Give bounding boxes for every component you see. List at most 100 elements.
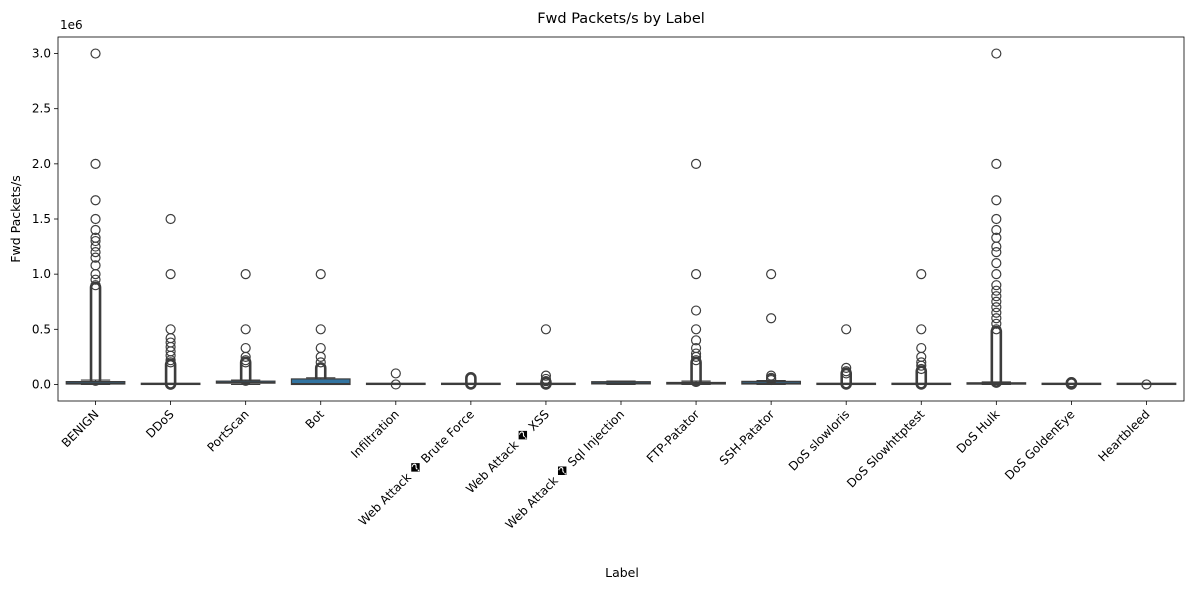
y-tick-label: 3.0 xyxy=(32,47,51,61)
y-tick-label: 2.5 xyxy=(32,102,51,116)
outlier-point xyxy=(991,246,1002,258)
box-series xyxy=(65,48,1177,390)
outlier-point xyxy=(165,350,176,361)
box-group xyxy=(591,380,651,386)
outlier-point xyxy=(991,224,1002,236)
outlier-point xyxy=(540,376,552,387)
outlier-point xyxy=(90,158,101,169)
outlier-point xyxy=(1141,379,1152,390)
y-tick-label: 1.5 xyxy=(32,212,51,226)
outlier-point xyxy=(90,241,101,252)
outlier-point xyxy=(90,235,101,247)
outlier-point xyxy=(1066,378,1077,389)
outlier-point xyxy=(240,357,251,368)
outlier-point xyxy=(690,269,702,280)
outlier-point xyxy=(991,307,1002,318)
outlier-point xyxy=(90,252,101,263)
outlier-point xyxy=(916,324,927,335)
outlier-point xyxy=(315,324,326,335)
outlier-point xyxy=(90,213,101,225)
x-axis-label: Label xyxy=(605,565,639,580)
outlier-point xyxy=(991,195,1002,206)
outlier-point xyxy=(991,158,1002,169)
outlier-point xyxy=(991,302,1002,313)
outlier-point xyxy=(841,368,852,379)
plot-frame xyxy=(57,36,1185,402)
outlier-point xyxy=(240,269,251,280)
outlier-point xyxy=(90,280,101,291)
outlier-point xyxy=(90,48,101,59)
outlier-band xyxy=(990,325,1003,388)
y-tick-label: 1.0 xyxy=(32,267,51,281)
outlier-point xyxy=(690,348,702,359)
outlier-point xyxy=(540,370,552,381)
outlier-point xyxy=(991,324,1002,335)
outlier-point xyxy=(90,195,101,206)
box-iqr xyxy=(290,378,351,386)
outlier-point xyxy=(690,351,702,362)
box-group xyxy=(741,269,802,386)
outlier-point xyxy=(766,269,777,280)
outlier-point xyxy=(690,355,702,366)
outlier-point xyxy=(841,362,852,374)
outlier-point xyxy=(90,246,101,258)
outlier-point xyxy=(991,285,1002,296)
outlier-point xyxy=(690,158,702,169)
box-group xyxy=(516,324,576,390)
outlier-point xyxy=(916,363,927,375)
outlier-point xyxy=(315,357,326,368)
outlier-band xyxy=(465,372,477,390)
outlier-point xyxy=(991,313,1002,324)
outlier-point xyxy=(315,351,326,362)
y-tick-label: 0.5 xyxy=(32,322,51,336)
outlier-point xyxy=(991,280,1002,291)
outlier-point xyxy=(991,291,1002,302)
outlier-point xyxy=(991,213,1002,225)
y-tick-label: 2.0 xyxy=(32,157,51,171)
box-group xyxy=(215,269,276,386)
outlier-point xyxy=(991,258,1002,269)
outlier-point xyxy=(165,213,176,225)
outlier-point xyxy=(916,357,927,368)
outlier-point xyxy=(991,296,1002,307)
y-axis-ticks: 0.0 0.5 1.0 1.5 2.0 2.5 3.0 xyxy=(32,47,58,391)
outlier-point xyxy=(240,324,251,335)
box-group xyxy=(816,324,877,390)
outlier-point xyxy=(165,269,176,280)
outlier-point xyxy=(540,324,552,335)
outlier-point xyxy=(90,224,101,236)
outlier-point xyxy=(991,241,1002,252)
outlier-point xyxy=(165,357,176,368)
y-tick-label: 0.0 xyxy=(32,377,51,391)
outlier-point xyxy=(841,324,852,335)
outlier-point xyxy=(766,374,777,386)
outlier-point xyxy=(390,379,401,390)
outlier-point xyxy=(240,351,251,362)
outlier-point xyxy=(690,335,702,346)
y-scale-label: 1e6 xyxy=(60,18,83,32)
outlier-point xyxy=(766,313,777,324)
box-group xyxy=(1041,376,1102,390)
box-group xyxy=(666,158,726,387)
outlier-point xyxy=(991,318,1002,329)
box-group xyxy=(1116,379,1177,390)
box-group xyxy=(440,372,501,390)
outlier-point xyxy=(90,274,101,285)
box-group xyxy=(365,368,426,390)
outlier-point xyxy=(390,368,401,379)
box-group xyxy=(140,213,201,390)
outlier-point xyxy=(690,324,702,335)
chart-title: Fwd Packets/s by Label xyxy=(537,11,705,27)
box-group xyxy=(966,48,1027,388)
outlier-point xyxy=(690,305,702,316)
outlier-point xyxy=(991,48,1002,59)
outlier-point xyxy=(916,269,927,280)
outlier-point xyxy=(991,269,1002,280)
box-group xyxy=(65,48,126,386)
box-group xyxy=(290,269,351,386)
outlier-point xyxy=(90,269,101,280)
outlier-point xyxy=(916,360,927,371)
box-group xyxy=(891,269,952,390)
